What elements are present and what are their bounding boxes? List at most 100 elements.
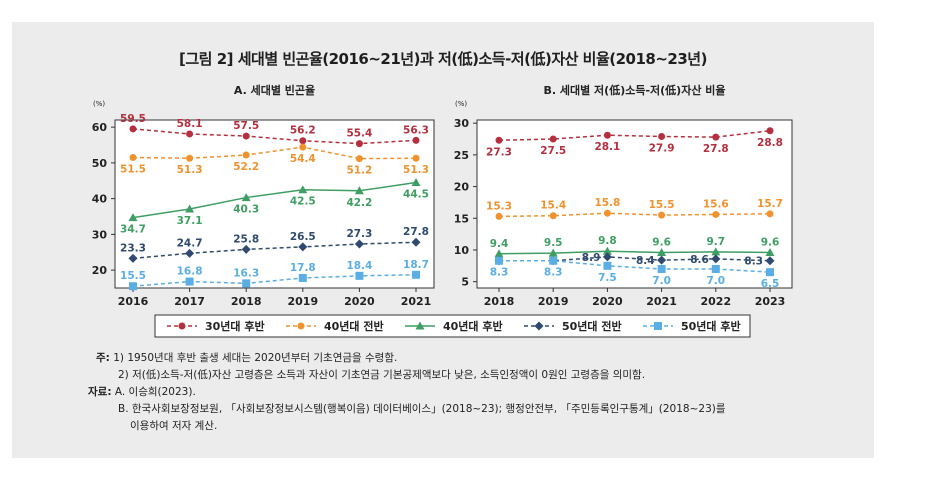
chart-b-point-s3: [711, 247, 721, 256]
chart-b-point-s1: [495, 136, 503, 144]
chart-b-data-label: 7.5: [598, 272, 617, 284]
chart-b-xtick-label: 2018: [484, 295, 515, 308]
legend-label-3: 40년대 후반: [443, 319, 503, 333]
source-row-3: 이용하여 저자 계산.: [130, 418, 217, 433]
chart-a-series-line-3: [132, 181, 417, 219]
chart-a-point-s3: [185, 204, 195, 213]
chart-a-ytick-label: 40: [92, 193, 108, 206]
chart-a-data-label: 51.3: [177, 164, 203, 176]
chart-a-data-label: 17.8: [290, 262, 316, 274]
chart-a-point-s2: [129, 154, 137, 162]
chart-a-data-label: 15.5: [120, 270, 146, 282]
chart-a-xtick-label: 2016: [118, 295, 149, 308]
chart-b-point-s5: [766, 268, 774, 277]
chart-a-data-label: 27.3: [346, 228, 372, 240]
chart-a-data-label: 42.5: [290, 196, 316, 208]
chart-a-data-label: 59.5: [120, 113, 146, 125]
figure-panel: [그림 2] 세대별 빈곤율(2016~21년)과 저(低)소득-저(低)자산 …: [12, 22, 874, 458]
chart-b-point-s2: [495, 212, 503, 220]
chart-a-point-s4: [298, 242, 308, 252]
chart-b-point-s4: [765, 256, 775, 266]
chart-b-data-label: 9.7: [706, 236, 725, 248]
chart-a-point-s5: [355, 271, 364, 280]
legend-marker-3: [415, 321, 425, 330]
chart-a-point-s3: [128, 213, 138, 222]
note-row-2: 2) 저(低)소득-저(低)자산 고령층은 소득과 자산이 기초연금 기본공제액…: [118, 367, 645, 382]
chart-b-point-s1: [658, 132, 666, 140]
chart-a-point-s1: [186, 130, 194, 138]
chart-a-data-label: 23.3: [120, 242, 146, 254]
chart-a-plot-area: [114, 119, 435, 289]
chart-a-point-s4: [185, 248, 195, 258]
chart-b-point-s4: [711, 254, 721, 264]
chart-b-point-s5: [549, 256, 558, 265]
chart-a-series-line-1: [132, 128, 417, 145]
chart-b-data-label: 9.8: [598, 235, 617, 247]
chart-a-data-label: 56.3: [403, 124, 429, 136]
chart-b-data-label: 15.7: [757, 198, 783, 210]
chart-a-point-s1: [129, 125, 137, 133]
chart-b-data-label: 7.0: [706, 275, 725, 287]
chart-b-data-label: 15.8: [594, 197, 620, 209]
chart-b-data-label: 9.5: [544, 237, 563, 249]
chart-b-series-line-5: [499, 259, 771, 273]
chart-b-unit: (%): [455, 100, 467, 108]
source-2: B. 한국사회보장정보원, 「사회보장정보시스템(행복이음) 데이터베이스」(2…: [118, 403, 726, 415]
chart-b-xtick-label: 2023: [755, 295, 786, 308]
chart-a-data-label: 57.5: [233, 120, 259, 132]
figure-title: [그림 2] 세대별 빈곤율(2016~21년)과 저(低)소득-저(低)자산 …: [179, 50, 707, 68]
chart-b-point-s3: [765, 247, 775, 256]
note-label: 주:: [96, 352, 110, 364]
chart-a-ytick-label: 50: [92, 157, 108, 170]
charts-canvas: A. 세대별 빈곤율 (%) 20 30 40 50 60 2016 2017 2018 2019 2…: [92, 83, 793, 338]
chart-b-data-label: 27.8: [703, 143, 729, 155]
chart-a-data-label: 24.7: [177, 237, 203, 249]
chart-a-data-label: 16.8: [177, 266, 203, 278]
chart-a-data-label: 26.5: [290, 231, 316, 243]
chart-a-series-line-5: [132, 274, 417, 287]
chart-b-data-label: 28.8: [757, 137, 783, 149]
chart-a-data-label: 37.1: [177, 215, 203, 227]
chart-a-xtick-label: 2019: [287, 295, 318, 308]
chart-a-data-label: 51.2: [346, 165, 372, 177]
legend-marker-5: [654, 322, 662, 330]
source-3: 이용하여 저자 계산.: [130, 420, 218, 432]
chart-b-data-label: 8.3: [490, 267, 509, 279]
chart-a-xtick-label: 2020: [344, 295, 375, 308]
chart-a-data-label: 58.1: [177, 118, 203, 130]
chart-b-point-s2: [766, 210, 774, 218]
chart-b-point-s1: [549, 135, 557, 143]
chart-a-ytick-label: 20: [92, 264, 108, 277]
chart-a-point-s2: [412, 154, 420, 162]
chart-b-data-label: 8.4: [636, 255, 655, 267]
chart-a-xtick-label: 2021: [401, 295, 432, 308]
chart-b-xtick-label: 2022: [700, 295, 731, 308]
chart-a-point-s3: [354, 186, 364, 195]
chart-b-point-s2: [549, 212, 557, 220]
chart-a-data-label: 34.7: [120, 224, 146, 236]
chart-b-point-s5: [495, 256, 503, 265]
chart-a-data-label: 16.3: [233, 267, 259, 279]
chart-b-series-line-3: [498, 250, 771, 255]
chart-b-ytick-label: 10: [454, 244, 470, 257]
chart-b-data-label: 15.5: [649, 199, 675, 211]
chart-a-point-s1: [355, 140, 363, 148]
chart-b-data-label: 8.9: [582, 252, 601, 264]
chart-b-data-label: 9.4: [490, 238, 509, 250]
chart-b-xtick-label: 2019: [538, 295, 569, 308]
chart-a-point-s1: [242, 132, 250, 140]
chart-b-data-label: 27.3: [486, 146, 512, 158]
source-label: 자료:: [88, 386, 112, 398]
chart-a-point-s5: [129, 282, 137, 291]
chart-b-title: B. 세대별 저(低)소득-저(低)자산 비율: [543, 83, 725, 97]
chart-a-xtick-label: 2018: [231, 295, 262, 308]
chart-a-point-s4: [241, 244, 251, 254]
chart-a-point-s4: [354, 239, 364, 249]
chart-a-data-label: 55.4: [346, 128, 372, 140]
legend-label-2: 40년대 전반: [324, 319, 384, 333]
legend-marker-1: [178, 322, 186, 330]
chart-a-data-label: 54.4: [290, 153, 316, 165]
chart-a-point-s3: [298, 185, 308, 194]
chart-b-ytick-label: 30: [454, 117, 470, 130]
chart-b-ytick-label: 25: [454, 149, 469, 162]
